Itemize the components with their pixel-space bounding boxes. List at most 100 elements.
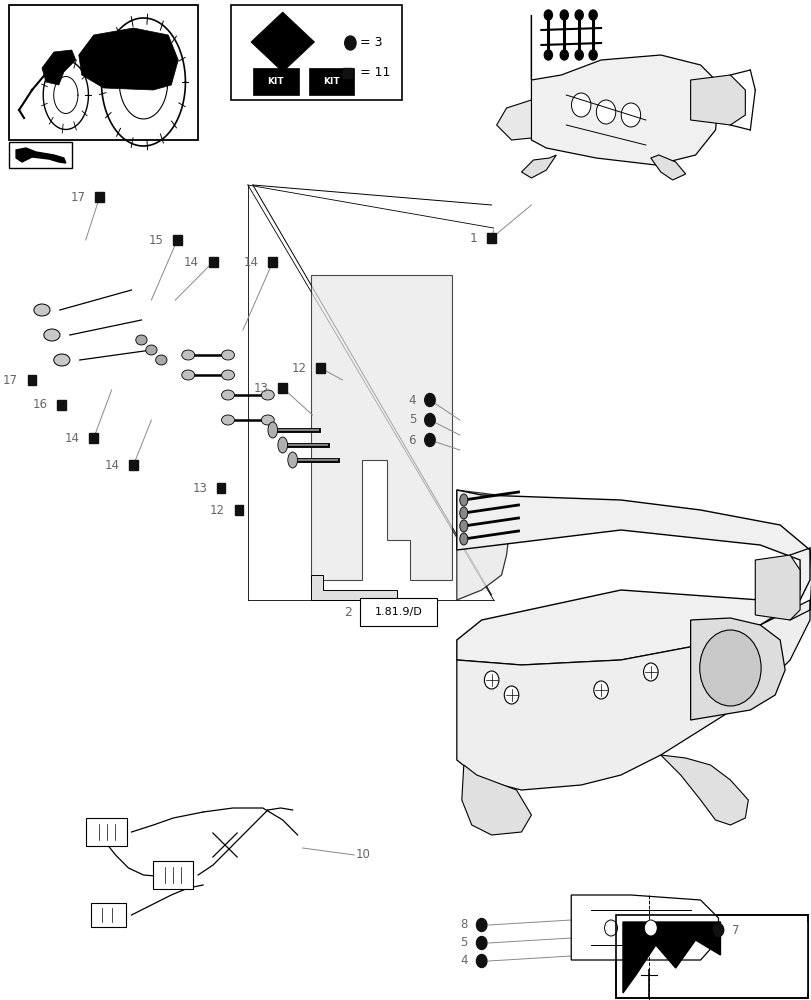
Circle shape <box>476 954 487 967</box>
Ellipse shape <box>268 422 277 438</box>
Bar <box>234 505 243 515</box>
Circle shape <box>424 434 435 446</box>
Ellipse shape <box>44 329 60 341</box>
Polygon shape <box>660 755 748 825</box>
Circle shape <box>543 50 551 60</box>
Circle shape <box>699 630 760 706</box>
Bar <box>208 257 217 267</box>
Ellipse shape <box>221 350 234 360</box>
Text: 1: 1 <box>470 232 477 244</box>
Circle shape <box>571 93 590 117</box>
Circle shape <box>476 919 487 932</box>
Bar <box>89 433 98 443</box>
Polygon shape <box>690 618 784 720</box>
Polygon shape <box>521 155 556 178</box>
Text: 14: 14 <box>65 432 79 444</box>
Ellipse shape <box>182 350 195 360</box>
Circle shape <box>560 50 568 60</box>
Polygon shape <box>251 12 314 72</box>
Circle shape <box>588 10 596 20</box>
Bar <box>217 483 225 493</box>
Text: 12: 12 <box>291 361 307 374</box>
Bar <box>86 818 127 846</box>
Bar <box>91 903 127 927</box>
Text: 5: 5 <box>408 413 415 426</box>
Polygon shape <box>79 28 178 90</box>
Polygon shape <box>457 490 509 600</box>
Bar <box>616 915 807 998</box>
Circle shape <box>504 686 518 704</box>
Text: 4: 4 <box>460 954 467 967</box>
Ellipse shape <box>287 452 297 468</box>
Circle shape <box>593 681 607 699</box>
Text: 13: 13 <box>192 482 207 494</box>
Bar <box>360 598 436 626</box>
Circle shape <box>424 413 435 426</box>
Bar <box>315 363 324 373</box>
Bar <box>28 375 36 385</box>
Bar <box>252 68 298 95</box>
Circle shape <box>588 50 596 60</box>
Ellipse shape <box>54 354 70 366</box>
Circle shape <box>643 663 657 681</box>
Ellipse shape <box>277 437 287 453</box>
Bar <box>9 142 71 168</box>
Text: 8: 8 <box>460 919 467 932</box>
Text: 14: 14 <box>184 255 199 268</box>
Ellipse shape <box>145 345 157 355</box>
Ellipse shape <box>156 355 167 365</box>
Bar <box>173 235 182 245</box>
Bar <box>268 257 277 267</box>
Text: 5: 5 <box>460 936 467 949</box>
Circle shape <box>604 920 616 936</box>
Ellipse shape <box>221 415 234 425</box>
Ellipse shape <box>459 507 467 519</box>
Circle shape <box>424 393 435 406</box>
Polygon shape <box>622 922 719 993</box>
Ellipse shape <box>261 415 274 425</box>
Text: 7: 7 <box>732 924 739 936</box>
Text: = 3: = 3 <box>360 36 382 49</box>
Circle shape <box>484 671 498 689</box>
Polygon shape <box>530 15 719 165</box>
Text: 10: 10 <box>355 848 370 861</box>
Circle shape <box>543 10 551 20</box>
Ellipse shape <box>221 370 234 380</box>
Bar <box>342 68 352 78</box>
Text: 13: 13 <box>254 381 268 394</box>
Circle shape <box>476 936 487 949</box>
Text: 14: 14 <box>243 255 259 268</box>
Bar <box>9 5 198 140</box>
Text: 2: 2 <box>344 605 352 618</box>
Polygon shape <box>570 895 718 960</box>
Ellipse shape <box>182 370 195 380</box>
Circle shape <box>574 50 582 60</box>
Bar <box>58 400 67 410</box>
Polygon shape <box>754 555 799 620</box>
Circle shape <box>560 10 568 20</box>
Polygon shape <box>457 600 809 790</box>
Bar <box>95 192 104 202</box>
Text: 17: 17 <box>3 373 18 386</box>
Ellipse shape <box>459 533 467 545</box>
Text: 12: 12 <box>210 504 225 516</box>
Polygon shape <box>690 75 744 125</box>
Ellipse shape <box>459 494 467 506</box>
Text: KIT: KIT <box>323 77 339 86</box>
Text: = 11: = 11 <box>360 66 390 80</box>
Circle shape <box>620 103 640 127</box>
Circle shape <box>345 36 355 50</box>
Polygon shape <box>496 100 530 140</box>
Circle shape <box>595 100 615 124</box>
Text: 17: 17 <box>71 191 86 204</box>
Polygon shape <box>310 275 451 580</box>
Polygon shape <box>310 575 397 600</box>
Polygon shape <box>457 490 809 665</box>
Ellipse shape <box>221 390 234 400</box>
Bar <box>153 861 193 889</box>
Polygon shape <box>42 50 75 85</box>
Circle shape <box>644 920 656 936</box>
Bar <box>308 68 354 95</box>
Ellipse shape <box>459 520 467 532</box>
Bar <box>487 233 496 243</box>
